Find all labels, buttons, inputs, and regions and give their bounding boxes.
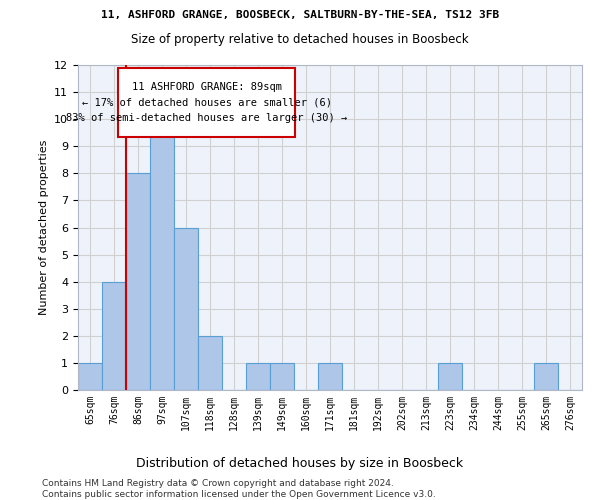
Bar — [78, 363, 102, 390]
Bar — [270, 363, 294, 390]
Bar — [150, 119, 174, 390]
Bar — [438, 363, 462, 390]
Text: Distribution of detached houses by size in Boosbeck: Distribution of detached houses by size … — [136, 458, 464, 470]
Y-axis label: Number of detached properties: Number of detached properties — [38, 140, 49, 315]
Text: Size of property relative to detached houses in Boosbeck: Size of property relative to detached ho… — [131, 32, 469, 46]
Text: Contains public sector information licensed under the Open Government Licence v3: Contains public sector information licen… — [42, 490, 436, 499]
Text: Contains HM Land Registry data © Crown copyright and database right 2024.: Contains HM Land Registry data © Crown c… — [42, 479, 394, 488]
Bar — [174, 228, 198, 390]
Text: 11 ASHFORD GRANGE: 89sqm
← 17% of detached houses are smaller (6)
83% of semi-de: 11 ASHFORD GRANGE: 89sqm ← 17% of detach… — [66, 82, 347, 123]
Bar — [318, 363, 342, 390]
Text: 11, ASHFORD GRANGE, BOOSBECK, SALTBURN-BY-THE-SEA, TS12 3FB: 11, ASHFORD GRANGE, BOOSBECK, SALTBURN-B… — [101, 10, 499, 20]
Bar — [534, 363, 558, 390]
Bar — [246, 363, 270, 390]
Bar — [198, 336, 222, 390]
Bar — [102, 282, 126, 390]
Bar — [126, 174, 150, 390]
FancyBboxPatch shape — [118, 68, 295, 136]
